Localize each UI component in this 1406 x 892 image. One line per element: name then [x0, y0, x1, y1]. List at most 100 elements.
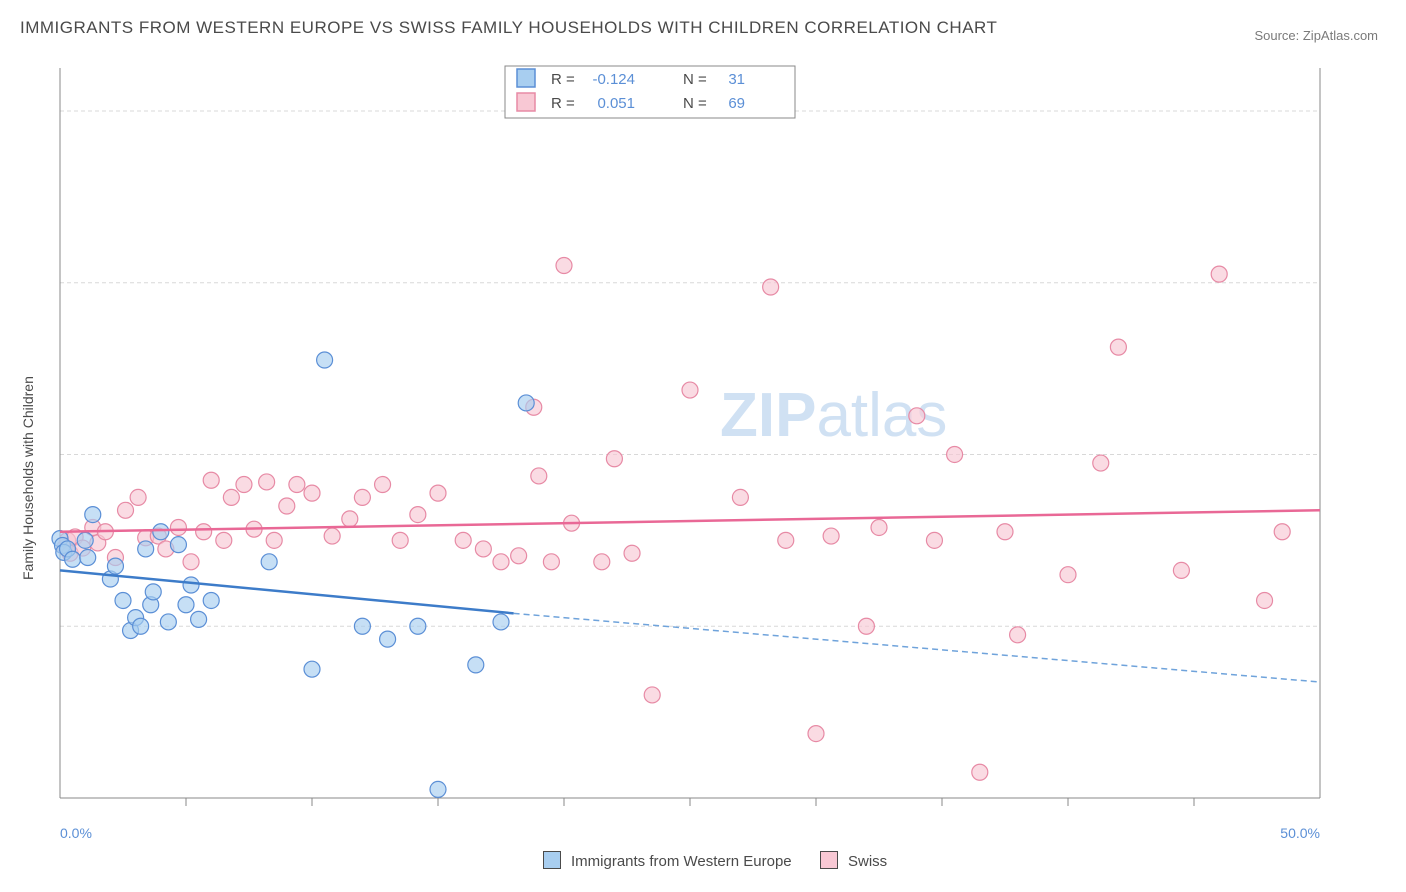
data-point-swiss: [972, 764, 988, 780]
data-point-swiss: [1110, 339, 1126, 355]
data-point-weurope: [85, 507, 101, 523]
data-point-swiss: [1010, 627, 1026, 643]
data-point-swiss: [410, 507, 426, 523]
data-point-weurope: [115, 592, 131, 608]
trendline-weurope-dash: [514, 613, 1320, 682]
data-point-swiss: [909, 408, 925, 424]
data-point-swiss: [130, 489, 146, 505]
data-point-swiss: [223, 489, 239, 505]
chart-source: Source: ZipAtlas.com: [1254, 28, 1378, 43]
data-point-weurope: [317, 352, 333, 368]
bottom-legend: Immigrants from Western Europe Swiss: [0, 851, 1406, 870]
data-point-swiss: [342, 511, 358, 527]
data-point-swiss: [543, 554, 559, 570]
scatter-svg: 20.0%40.0%60.0%80.0%0.0%50.0%R =-0.124N …: [50, 58, 1330, 848]
data-point-swiss: [266, 532, 282, 548]
data-point-weurope: [493, 614, 509, 630]
data-point-weurope: [133, 618, 149, 634]
legend-swatch: [517, 69, 535, 87]
data-point-weurope: [468, 657, 484, 673]
data-point-weurope: [178, 597, 194, 613]
data-point-swiss: [871, 519, 887, 535]
data-point-swiss: [606, 451, 622, 467]
data-point-swiss: [236, 477, 252, 493]
data-point-weurope: [153, 524, 169, 540]
stats-legend-box: [505, 66, 795, 118]
data-point-weurope: [160, 614, 176, 630]
legend-n-value: 69: [728, 95, 745, 112]
data-point-swiss: [531, 468, 547, 484]
data-point-swiss: [556, 258, 572, 274]
data-point-weurope: [138, 541, 154, 557]
data-point-swiss: [624, 545, 640, 561]
data-point-weurope: [380, 631, 396, 647]
data-point-swiss: [644, 687, 660, 703]
data-point-weurope: [191, 611, 207, 627]
data-point-swiss: [354, 489, 370, 505]
data-point-swiss: [430, 485, 446, 501]
data-point-weurope: [410, 618, 426, 634]
trendline-swiss: [60, 510, 1320, 531]
data-point-weurope: [183, 577, 199, 593]
data-point-swiss: [392, 532, 408, 548]
legend-swatch-blue: [543, 851, 561, 869]
legend-r-label: R =: [551, 95, 575, 112]
data-point-weurope: [304, 661, 320, 677]
data-point-swiss: [375, 477, 391, 493]
x-tick-label: 0.0%: [60, 825, 92, 841]
data-point-swiss: [475, 541, 491, 557]
chart-area: 20.0%40.0%60.0%80.0%0.0%50.0%R =-0.124N …: [50, 58, 1330, 808]
x-tick-label: 50.0%: [1280, 825, 1320, 841]
legend-n-label: N =: [683, 95, 707, 112]
legend-r-value: -0.124: [592, 71, 635, 88]
data-point-swiss: [216, 532, 232, 548]
data-point-swiss: [203, 472, 219, 488]
data-point-swiss: [455, 532, 471, 548]
data-point-swiss: [493, 554, 509, 570]
data-point-swiss: [1093, 455, 1109, 471]
data-point-swiss: [170, 519, 186, 535]
data-point-swiss: [808, 726, 824, 742]
legend-label-pink: Swiss: [848, 853, 887, 870]
data-point-swiss: [279, 498, 295, 514]
data-point-swiss: [858, 618, 874, 634]
data-point-weurope: [203, 592, 219, 608]
legend-n-label: N =: [683, 71, 707, 88]
data-point-weurope: [80, 550, 96, 566]
data-point-weurope: [65, 551, 81, 567]
data-point-swiss: [763, 279, 779, 295]
data-point-swiss: [682, 382, 698, 398]
data-point-swiss: [594, 554, 610, 570]
data-point-swiss: [304, 485, 320, 501]
data-point-weurope: [261, 554, 277, 570]
legend-n-value: 31: [728, 71, 745, 88]
data-point-swiss: [926, 532, 942, 548]
data-point-swiss: [732, 489, 748, 505]
data-point-weurope: [430, 781, 446, 797]
data-point-weurope: [354, 618, 370, 634]
data-point-swiss: [511, 548, 527, 564]
y-axis-label: Family Households with Children: [20, 376, 36, 580]
data-point-swiss: [183, 554, 199, 570]
data-point-swiss: [196, 524, 212, 540]
data-point-weurope: [170, 537, 186, 553]
data-point-swiss: [997, 524, 1013, 540]
chart-title: IMMIGRANTS FROM WESTERN EUROPE VS SWISS …: [20, 18, 997, 38]
data-point-weurope: [145, 584, 161, 600]
legend-r-value: 0.051: [597, 95, 635, 112]
data-point-swiss: [1211, 266, 1227, 282]
data-point-swiss: [778, 532, 794, 548]
legend-label-blue: Immigrants from Western Europe: [571, 853, 792, 870]
legend-r-label: R =: [551, 71, 575, 88]
data-point-swiss: [947, 446, 963, 462]
legend-swatch-pink: [820, 851, 838, 869]
data-point-swiss: [1274, 524, 1290, 540]
data-point-swiss: [1257, 592, 1273, 608]
data-point-swiss: [1060, 567, 1076, 583]
data-point-swiss: [324, 528, 340, 544]
data-point-weurope: [107, 558, 123, 574]
data-point-weurope: [77, 532, 93, 548]
data-point-swiss: [823, 528, 839, 544]
data-point-weurope: [518, 395, 534, 411]
data-point-swiss: [1173, 562, 1189, 578]
